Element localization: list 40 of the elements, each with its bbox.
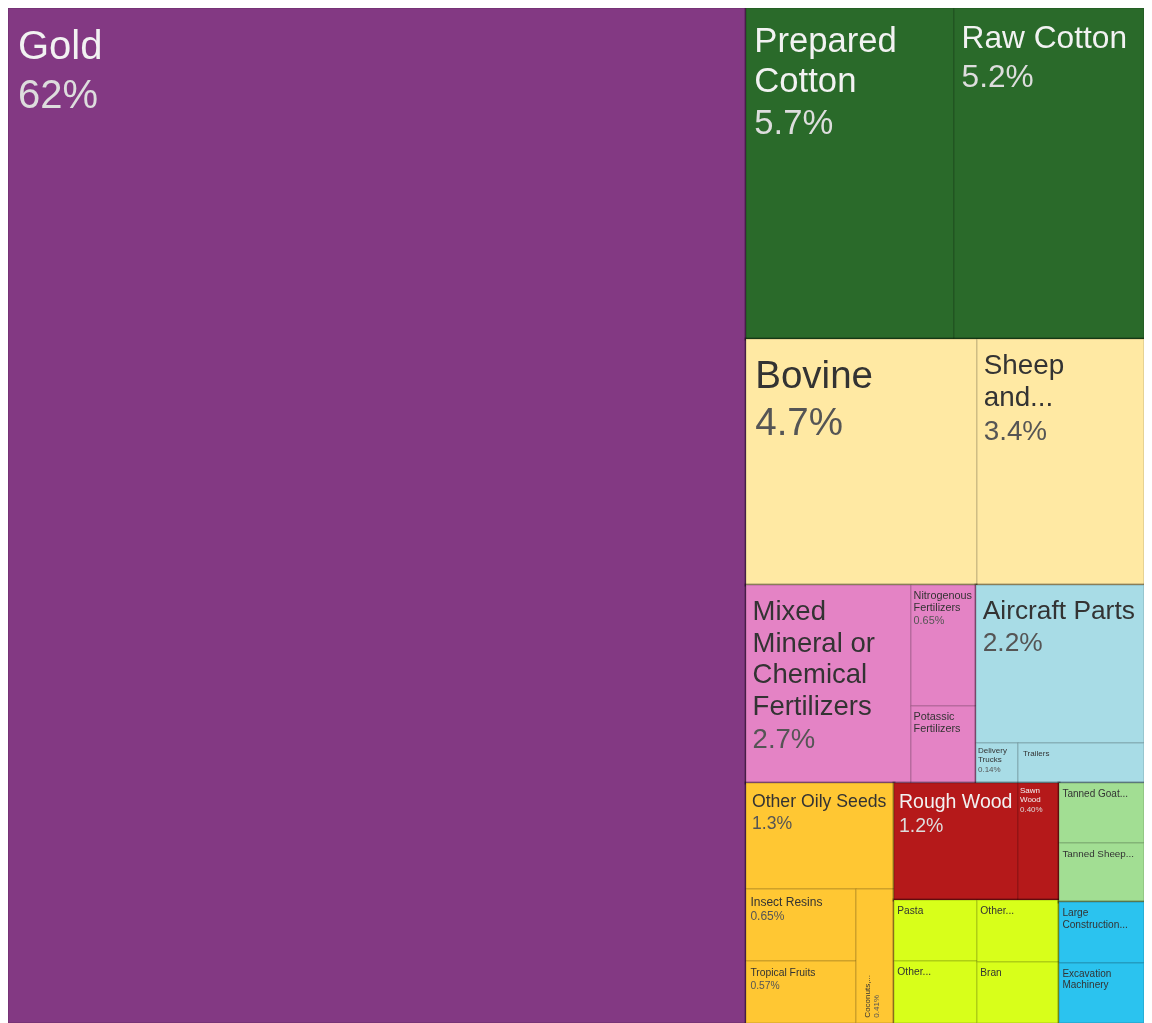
category-label: Potassic Fertilizers <box>913 709 962 735</box>
category-label: Delivery Trucks <box>978 746 1007 765</box>
category-label: Insect Resins <box>750 894 823 909</box>
data-label: 4.7% <box>755 399 844 443</box>
category-label: Prepared Cotton <box>754 21 897 100</box>
category-label: Tanned Goat... <box>1062 787 1129 799</box>
data-label: 0.57% <box>750 979 780 991</box>
category-label: Bovine <box>755 353 873 397</box>
category-label: Other... <box>897 966 932 978</box>
data-label: 0.40% <box>1020 805 1043 815</box>
data-label: 3.4% <box>983 415 1048 447</box>
data-label: 1.3% <box>751 812 793 833</box>
data-label: 5.2% <box>961 57 1034 94</box>
category-label: Aircraft Parts <box>982 594 1135 625</box>
category-label: Sheep and... <box>983 349 1065 413</box>
category-label: Mixed Mineral or Chemical Fertilizers <box>752 595 875 721</box>
category-label: Other... <box>980 904 1015 916</box>
data-label: 0.14% <box>978 765 1001 775</box>
data-label: 5.7% <box>754 103 834 142</box>
category-label: Trailers <box>1023 749 1050 759</box>
category-label: Sawn Wood <box>1020 786 1041 805</box>
category-label: Rough Wood <box>898 790 1013 813</box>
category-label: Pasta <box>897 904 924 916</box>
category-label: Large Construction... <box>1062 906 1128 930</box>
data-label: 0.65% <box>913 614 945 627</box>
data-label: 0.65% <box>750 909 785 924</box>
category-label: Tanned Sheep... <box>1062 847 1134 859</box>
category-label: Nitrogenous Fertilizers <box>913 588 973 614</box>
category-label: Tropical Fruits <box>750 967 816 979</box>
data-label: 1.2% <box>898 813 944 836</box>
category-label: Bran <box>980 966 1002 978</box>
data-label: 2.7% <box>752 723 816 755</box>
data-label: 2.2% <box>982 626 1043 657</box>
category-label: Raw Cotton <box>961 19 1128 56</box>
data-label: 0.41% <box>872 994 882 1018</box>
category-label: Excavation Machinery <box>1062 967 1112 991</box>
category-label: Gold <box>18 23 103 68</box>
category-label: Coconuts,... <box>862 974 872 1018</box>
category-label: Other Oily Seeds <box>751 791 887 812</box>
data-label: 62% <box>18 72 99 116</box>
